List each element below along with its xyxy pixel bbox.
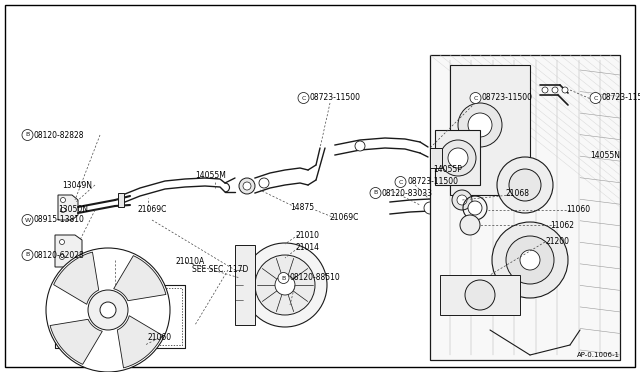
Text: 08120-88510: 08120-88510 [290,273,340,282]
Circle shape [520,250,540,270]
Circle shape [100,302,116,318]
Text: B: B [26,253,29,257]
Text: B: B [373,190,378,196]
Text: 11062: 11062 [550,221,574,230]
Circle shape [468,113,492,137]
Text: 21010: 21010 [295,231,319,240]
Circle shape [275,275,295,295]
Text: C: C [474,96,477,100]
Text: 14055M: 14055M [195,170,226,180]
Text: 21069C: 21069C [330,214,360,222]
Bar [440,275,520,315]
Text: 08723-11500: 08723-11500 [407,177,458,186]
Text: 08723-11500: 08723-11500 [310,93,361,103]
Circle shape [239,178,255,194]
Circle shape [509,169,541,201]
Circle shape [61,198,65,202]
Text: 21069C: 21069C [138,205,168,215]
Text: 08120-83033: 08120-83033 [382,189,433,198]
Text: C: C [398,180,403,185]
Circle shape [22,250,33,260]
Polygon shape [55,235,82,267]
Bar [118,193,124,207]
Circle shape [460,215,480,235]
Circle shape [355,141,365,151]
Circle shape [424,202,436,214]
Circle shape [22,129,33,141]
Text: W: W [24,218,31,222]
Text: 21068: 21068 [505,189,529,198]
Circle shape [61,208,65,212]
Circle shape [448,148,468,168]
Bar [430,55,620,360]
Circle shape [22,215,33,225]
Circle shape [440,140,476,176]
Circle shape [590,93,601,103]
Text: 21014: 21014 [295,244,319,253]
Circle shape [552,87,558,93]
Polygon shape [54,252,99,304]
Circle shape [46,248,170,372]
Circle shape [243,182,251,190]
Circle shape [88,290,128,330]
Text: 08120-82828: 08120-82828 [34,131,84,140]
Circle shape [542,87,548,93]
Text: C: C [593,96,598,100]
Text: 13049N: 13049N [62,180,92,189]
Text: 21060: 21060 [148,334,172,343]
Text: 08120-62028: 08120-62028 [34,250,84,260]
Polygon shape [117,316,163,368]
Text: 13050N: 13050N [58,205,88,215]
Bar [235,245,255,325]
Circle shape [60,254,65,260]
Circle shape [465,280,495,310]
Text: 21200: 21200 [545,237,569,247]
Circle shape [470,93,481,103]
Circle shape [492,222,568,298]
Text: B: B [26,132,29,138]
Polygon shape [58,195,78,220]
Circle shape [395,176,406,187]
Text: 08723-11500: 08723-11500 [602,93,640,103]
Text: B: B [282,276,285,280]
Text: 08915-13810: 08915-13810 [34,215,85,224]
Bar [450,65,530,195]
Polygon shape [114,256,166,301]
Text: C: C [301,96,306,100]
Circle shape [255,255,315,315]
Circle shape [243,243,327,327]
Bar [435,130,480,185]
Text: SEE SEC. 117D: SEE SEC. 117D [192,266,248,275]
Circle shape [452,190,472,210]
Circle shape [497,157,553,213]
Circle shape [468,201,482,215]
Text: 11060: 11060 [566,205,590,215]
Circle shape [506,236,554,284]
Circle shape [457,195,467,205]
Text: 21010A: 21010A [175,257,204,266]
Circle shape [278,273,289,283]
Circle shape [458,103,502,147]
Text: 08723-11500: 08723-11500 [482,93,533,103]
Text: 14875: 14875 [290,202,314,212]
Circle shape [562,87,568,93]
Circle shape [298,93,309,103]
Bar [430,148,442,168]
Text: 14055P: 14055P [433,166,462,174]
Text: AP-0.1006-1: AP-0.1006-1 [577,352,620,358]
Circle shape [259,178,269,188]
Circle shape [60,240,65,244]
Polygon shape [50,319,102,365]
Circle shape [370,187,381,199]
Text: 14055N: 14055N [590,151,620,160]
